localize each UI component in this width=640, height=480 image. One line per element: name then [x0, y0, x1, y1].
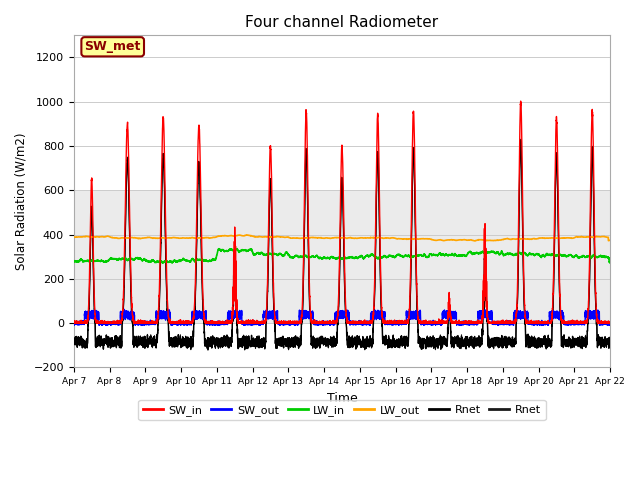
SW_in [477, 320, 484, 326]
SW_out [577, 319, 585, 325]
Rnet [70, 342, 77, 348]
Line: SW_in: SW_in [74, 101, 610, 323]
LW_out [462, 237, 470, 243]
SW_out [95, 323, 103, 328]
SW_in [584, 314, 591, 320]
Rnet [584, 320, 591, 326]
Rnet [584, 321, 591, 326]
SW_out [70, 319, 77, 325]
SW_out [584, 312, 591, 318]
Rnet [517, 136, 525, 142]
LW_out [584, 234, 591, 240]
LW_out [252, 234, 260, 240]
LW_in [584, 254, 591, 260]
SW_out [462, 321, 470, 326]
SW_in [462, 318, 470, 324]
LW_in [462, 253, 470, 259]
LW_out [577, 234, 585, 240]
SW_out [120, 307, 128, 312]
Line: Rnet: Rnet [74, 141, 610, 349]
LW_in [477, 250, 485, 255]
Rnet [606, 342, 614, 348]
Rnet [577, 343, 585, 349]
LW_in [324, 255, 332, 261]
LW_out [243, 232, 250, 238]
Rnet [70, 341, 77, 347]
LW_in [159, 260, 166, 266]
LW_in [252, 251, 260, 257]
SW_out [477, 312, 485, 318]
Rnet [204, 347, 212, 353]
SW_in [70, 320, 77, 326]
LW_in [577, 254, 585, 260]
Rnet [606, 343, 614, 348]
SW_out [324, 321, 332, 326]
Line: Rnet: Rnet [74, 139, 610, 350]
Rnet [252, 340, 260, 346]
Rnet [477, 335, 485, 341]
SW_out [252, 321, 260, 327]
Text: SW_met: SW_met [84, 40, 141, 53]
Y-axis label: Solar Radiation (W/m2): Solar Radiation (W/m2) [15, 132, 28, 270]
Line: LW_in: LW_in [74, 249, 610, 263]
Rnet [517, 138, 525, 144]
LW_in [70, 259, 77, 264]
Line: SW_out: SW_out [74, 310, 610, 325]
LW_out [324, 235, 332, 241]
Rnet [324, 337, 332, 343]
Rnet [462, 339, 470, 345]
LW_out [477, 237, 485, 242]
Rnet [577, 344, 585, 350]
X-axis label: Time: Time [326, 392, 357, 405]
LW_out [471, 238, 479, 244]
Bar [74, 191, 610, 323]
LW_out [70, 234, 77, 240]
LW_out [606, 238, 614, 243]
SW_in [606, 320, 614, 326]
Rnet [241, 347, 248, 352]
Rnet [477, 335, 485, 340]
SW_in [517, 98, 525, 104]
Rnet [462, 340, 470, 346]
LW_in [606, 260, 614, 265]
Legend: SW_in, SW_out, LW_in, LW_out, Rnet, Rnet: SW_in, SW_out, LW_in, LW_out, Rnet, Rnet [138, 400, 545, 420]
SW_in [252, 320, 260, 325]
SW_in [577, 318, 585, 324]
SW_in [324, 320, 332, 326]
SW_out [606, 321, 614, 326]
Line: LW_out: LW_out [74, 235, 610, 241]
Rnet [324, 337, 332, 343]
Rnet [252, 341, 260, 347]
LW_in [233, 246, 241, 252]
Title: Four channel Radiometer: Four channel Radiometer [245, 15, 438, 30]
